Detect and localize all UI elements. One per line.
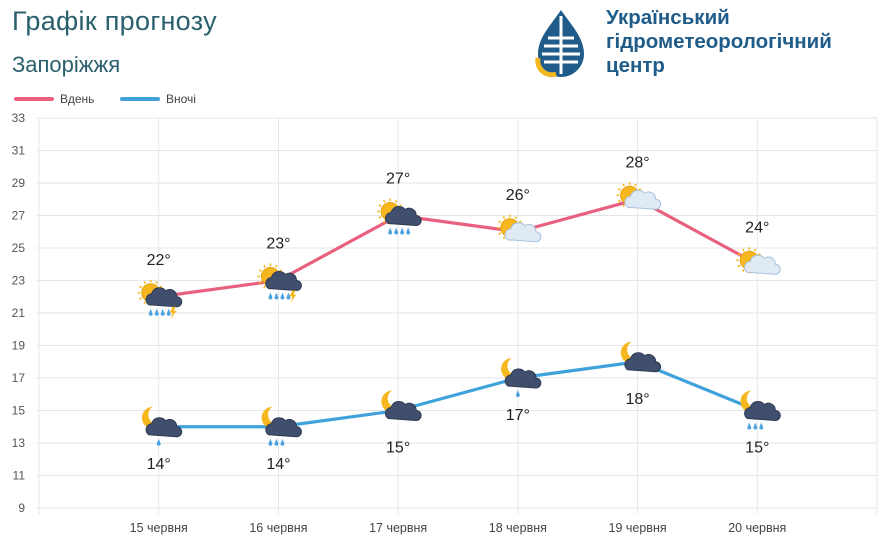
data-label: 14°	[147, 456, 171, 473]
y-tick-label: 27	[12, 209, 26, 223]
x-tick-label: 17 червня	[369, 521, 427, 535]
y-tick-label: 31	[12, 144, 26, 158]
moon-cloud-drop-icon	[501, 358, 542, 397]
y-tick-label: 15	[12, 404, 26, 418]
sun-cloud-rain-lightning-icon	[257, 263, 302, 303]
data-label: 18°	[625, 391, 649, 408]
city-name: Запоріжжя	[12, 52, 121, 77]
x-tick-label: 18 червня	[489, 521, 547, 535]
x-tick-label: 15 червня	[130, 521, 188, 535]
data-label: 15°	[386, 440, 410, 457]
moon-cloud-icon	[381, 390, 422, 422]
legend-swatch-day	[14, 97, 54, 101]
data-label: 28°	[625, 154, 649, 171]
y-tick-label: 21	[12, 306, 26, 320]
x-tick-label: 16 червня	[249, 521, 307, 535]
day-temperature-line	[158, 197, 759, 299]
y-tick-label: 25	[12, 241, 26, 255]
y-tick-label: 17	[12, 371, 26, 385]
moon-cloud-icon	[620, 341, 661, 373]
data-label: 23°	[266, 236, 290, 253]
x-tick-label: 19 червня	[609, 521, 667, 535]
organization-name-line: гідрометеорологічний	[606, 30, 832, 53]
sun-cloud-icon	[496, 214, 542, 243]
moon-cloud-drop-icon	[141, 406, 183, 446]
y-tick-label: 13	[12, 436, 26, 450]
legend-swatch-night	[120, 97, 160, 101]
moon-cloud-rain-icon	[261, 406, 302, 446]
sun-cloud-rain-icon	[377, 198, 422, 235]
legend-item-day[interactable]: Вдень	[14, 92, 94, 106]
organization-brand: Український гідрометеорологічний центр	[534, 4, 884, 84]
organization-name-line: Український	[606, 6, 730, 29]
data-label: 24°	[745, 219, 769, 236]
sun-cloud-rain-lightning-icon	[137, 279, 183, 319]
y-tick-label: 29	[12, 176, 26, 190]
data-label: 22°	[147, 252, 171, 269]
y-tick-label: 23	[12, 274, 26, 288]
forecast-line-chart: 9 11 13 15 17 19 21 23 25 27 29 31 33 15 червня 16 чер…	[12, 111, 878, 535]
x-tick-label: 20 червня	[728, 521, 786, 535]
y-tick-label: 9	[18, 501, 25, 515]
y-tick-label: 33	[12, 111, 26, 125]
night-temperature-line	[158, 360, 758, 429]
organization-name-line: центр	[606, 54, 665, 77]
legend-item-night[interactable]: Вночі	[120, 92, 196, 106]
legend-label-night: Вночі	[166, 92, 196, 106]
chart-title: Графік прогнозу	[12, 6, 217, 36]
data-label: 15°	[745, 440, 769, 457]
data-label: 17°	[506, 407, 530, 424]
moon-cloud-rain-icon	[740, 390, 781, 430]
water-drop-sun-logo-icon	[535, 10, 584, 78]
data-label: 14°	[266, 456, 290, 473]
y-tick-label: 11	[13, 469, 26, 483]
organization-name: Український гідрометеорологічний центр	[606, 6, 832, 78]
y-tick-label: 19	[12, 339, 26, 353]
data-label: 26°	[506, 187, 530, 204]
sun-cloud-icon	[616, 182, 661, 210]
data-label: 27°	[386, 171, 410, 188]
legend-label-day: Вдень	[60, 92, 95, 106]
sun-cloud-icon	[736, 247, 781, 275]
